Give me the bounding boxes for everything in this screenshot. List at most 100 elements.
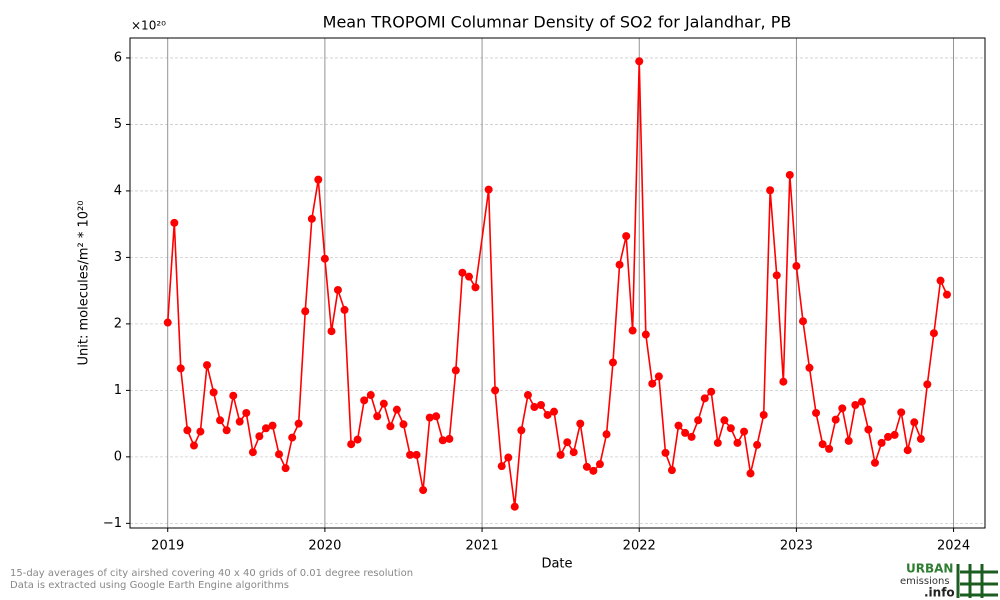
data-point	[825, 444, 834, 453]
data-point	[366, 391, 375, 400]
data-point	[274, 450, 283, 459]
data-point	[903, 446, 912, 455]
data-point	[936, 276, 945, 285]
data-point	[746, 469, 755, 478]
x-tick-label: 2022	[623, 539, 656, 554]
data-point	[222, 426, 231, 435]
data-point	[412, 450, 421, 459]
data-point	[779, 377, 788, 386]
y-axis-label: Unit: molecules/m² * 10²⁰	[77, 201, 92, 366]
y-tick-label: 4	[114, 183, 122, 198]
data-point	[347, 440, 356, 449]
data-point	[314, 175, 323, 184]
data-point	[667, 466, 676, 475]
data-point	[654, 372, 663, 381]
data-point	[432, 412, 441, 421]
y-tick-label: 6	[114, 50, 122, 65]
data-point	[281, 464, 290, 473]
data-point	[543, 410, 552, 419]
y-tick-label: 2	[114, 316, 122, 331]
data-point	[766, 186, 775, 195]
x-tick-label: 2024	[937, 539, 970, 554]
data-point	[484, 185, 493, 194]
data-point	[720, 416, 729, 425]
data-point	[661, 448, 670, 457]
data-point	[189, 441, 198, 450]
data-point	[681, 428, 690, 437]
data-point	[203, 361, 212, 370]
data-point	[556, 450, 565, 459]
x-tick-label: 2019	[151, 539, 184, 554]
data-point	[877, 438, 886, 447]
data-point	[812, 408, 821, 417]
data-point	[929, 329, 938, 338]
data-point	[700, 394, 709, 403]
data-point	[163, 318, 172, 327]
data-point	[707, 387, 716, 396]
footnote: 15-day averages of city airshed covering…	[10, 568, 413, 579]
data-point	[510, 502, 519, 511]
data-point	[255, 432, 264, 441]
data-point	[517, 426, 526, 435]
chart-title: Mean TROPOMI Columnar Density of SO2 for…	[323, 13, 792, 32]
data-point	[399, 420, 408, 429]
data-point	[635, 57, 644, 66]
data-point	[753, 440, 762, 449]
data-point	[248, 448, 257, 457]
data-point	[196, 427, 205, 436]
data-point	[831, 415, 840, 424]
data-point	[438, 436, 447, 445]
data-point	[648, 379, 657, 388]
data-point	[595, 460, 604, 469]
data-line	[166, 61, 948, 507]
y-tick-label: 0	[114, 449, 122, 464]
data-point	[798, 317, 807, 326]
data-point	[916, 434, 925, 443]
data-point	[726, 424, 735, 433]
logo-text: .info	[924, 586, 955, 600]
data-point	[910, 418, 919, 427]
data-point	[628, 326, 637, 335]
data-point	[288, 433, 297, 442]
logo-icon	[956, 564, 998, 598]
data-point	[261, 424, 270, 433]
footnote: Data is extracted using Google Earth Eng…	[10, 580, 289, 591]
data-point	[465, 272, 474, 281]
data-point	[536, 401, 545, 410]
data-point	[242, 408, 251, 417]
data-point	[392, 405, 401, 414]
data-point	[818, 440, 827, 449]
y-tick-label: 1	[114, 383, 122, 398]
data-point	[353, 435, 362, 444]
data-point	[268, 421, 277, 430]
data-point	[582, 462, 591, 471]
data-point	[523, 391, 532, 400]
logo-text: emissions	[900, 576, 950, 587]
data-point	[301, 307, 310, 316]
data-point	[294, 419, 303, 428]
data-point	[805, 363, 814, 372]
data-point	[451, 366, 460, 375]
offset-label: ×10²⁰	[131, 19, 166, 33]
data-point	[589, 466, 598, 475]
data-point	[497, 462, 506, 471]
data-point	[884, 432, 893, 441]
data-point	[851, 401, 860, 410]
plot-frame	[129, 37, 986, 529]
logo-text: URBAN	[906, 562, 953, 576]
data-point	[333, 285, 342, 294]
data-point	[386, 422, 395, 431]
data-point	[857, 397, 866, 406]
data-point	[576, 419, 585, 428]
data-point	[235, 417, 244, 426]
data-point	[687, 432, 696, 441]
data-point	[864, 425, 873, 434]
data-point	[425, 413, 434, 422]
data-point	[327, 327, 336, 336]
data-point	[406, 450, 415, 459]
y-tick-label: 3	[114, 250, 122, 265]
data-point	[740, 427, 749, 436]
data-point	[216, 416, 225, 425]
data-point	[419, 486, 428, 495]
